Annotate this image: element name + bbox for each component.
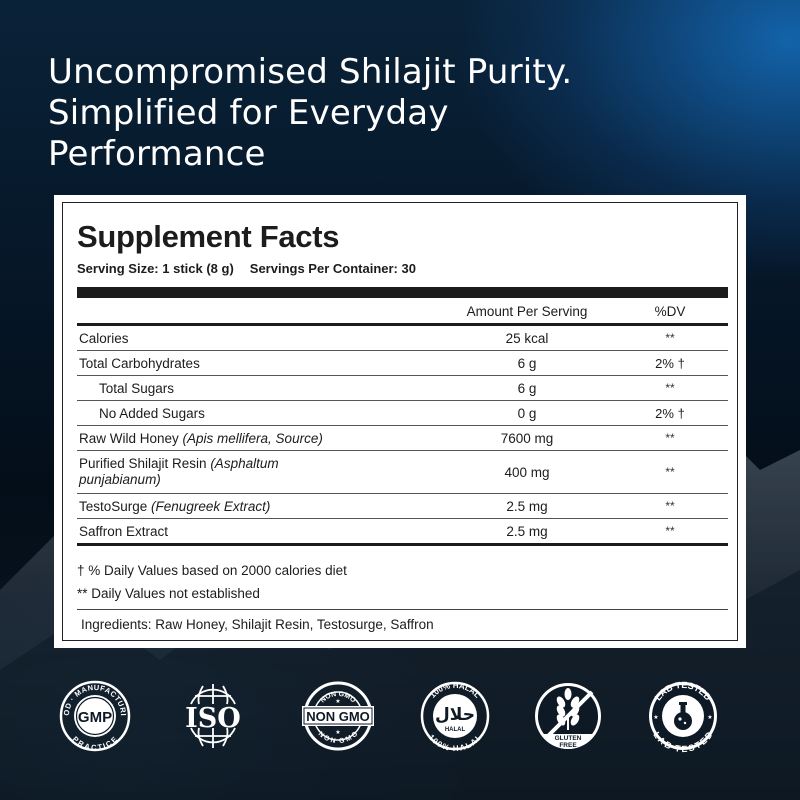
header-amount: Amount Per Serving <box>466 303 588 319</box>
row-name: Raw Wild Honey <box>79 430 183 446</box>
svg-text:FREE: FREE <box>559 742 577 749</box>
row-amount: 6 g <box>517 355 537 371</box>
svg-text:HALAL: HALAL <box>445 727 466 733</box>
headline: Uncompromised Shilajit Purity. Simplifie… <box>48 52 688 175</box>
table-row: TestoSurge (Fenugreek Extract) 2.5 mg ** <box>77 494 728 519</box>
facts-table: Amount Per Serving %DV Calories 25 kcal … <box>77 299 728 546</box>
certification-badges: GMP GOOD · MANUFACTURING PRACTICE ISO <box>0 676 800 756</box>
row-latin: (Fenugreek Extract) <box>151 498 271 514</box>
row-amount: 6 g <box>517 380 537 396</box>
serving-info: Serving Size: 1 stick (8 g) Servings Per … <box>77 261 416 276</box>
serving-size: Serving Size: 1 stick (8 g) <box>77 261 234 276</box>
row-dv: 2% † <box>655 405 685 421</box>
svg-text:★: ★ <box>707 714 712 721</box>
row-name: Saffron Extract <box>79 523 169 539</box>
header-dv: %DV <box>654 303 686 319</box>
row-amount: 0 g <box>517 405 537 421</box>
ingredients-list: Ingredients: Raw Honey, Shilajit Resin, … <box>81 617 434 633</box>
table-row: Total Carbohydrates 6 g 2% † <box>77 351 728 376</box>
row-latin: (Apis mellifera, Source) <box>182 430 323 446</box>
row-dv: ** <box>665 499 675 513</box>
row-dv: ** <box>665 465 675 479</box>
divider-thick <box>77 287 728 298</box>
row-dv: ** <box>665 331 675 345</box>
table-row: Raw Wild Honey (Apis mellifera, Source) … <box>77 426 728 451</box>
svg-text:ISO: ISO <box>185 703 241 734</box>
footnotes: † % Daily Values based on 2000 calories … <box>77 559 728 640</box>
row-dv: ** <box>665 431 675 445</box>
row-dv: ** <box>665 381 675 395</box>
row-amount: 2.5 mg <box>506 523 548 539</box>
table-row: No Added Sugars 0 g 2% † <box>77 401 728 426</box>
table-row: Total Sugars 6 g ** <box>77 376 728 401</box>
lab-tested-badge-icon: LAB TESTED LAB TESTED ★ ★ <box>643 676 723 756</box>
headline-line-2: Simplified for Everyday <box>48 93 449 133</box>
row-amount: 25 kcal <box>505 330 549 346</box>
facts-title: Supplement Facts <box>77 219 340 254</box>
table-row: Calories 25 kcal ** <box>77 326 728 351</box>
svg-text:★: ★ <box>653 714 658 721</box>
row-amount: 7600 mg <box>500 430 554 446</box>
table-header: Amount Per Serving %DV <box>77 299 728 326</box>
gmp-badge-icon: GMP GOOD · MANUFACTURING PRACTICE <box>55 676 135 756</box>
iso-badge-icon: ISO <box>173 676 253 756</box>
svg-text:حلال: حلال <box>435 705 475 725</box>
svg-text:PRACTICE: PRACTICE <box>71 735 120 753</box>
table-row: Saffron Extract 2.5 mg ** <box>77 519 728 546</box>
row-name: Calories <box>79 330 129 346</box>
row-dv: ** <box>665 524 675 538</box>
headline-line-1: Uncompromised Shilajit Purity. <box>48 52 573 92</box>
svg-text:NON GMO: NON GMO <box>306 709 370 724</box>
servings-per-container: Servings Per Container: 30 <box>249 261 416 276</box>
row-latin: (Asphaltum punjabianum) <box>79 456 279 487</box>
gluten-free-badge-icon: GLUTEN FREE <box>528 676 608 756</box>
svg-text:GMP: GMP <box>78 709 112 726</box>
table-row: Purified Shilajit Resin (Asphaltum punja… <box>77 451 728 494</box>
row-name: TestoSurge <box>79 498 152 514</box>
footnote-asterisk: ** Daily Values not established <box>77 586 260 601</box>
row-dv: 2% † <box>655 355 685 371</box>
footnote-dagger: † % Daily Values based on 2000 calories … <box>77 563 347 578</box>
row-name: Purified Shilajit Resin <box>79 456 211 471</box>
row-name: Total Carbohydrates <box>79 355 200 371</box>
halal-badge-icon: 100% HALAL 100% HALAL حلال HALAL <box>415 676 495 756</box>
non-gmo-badge-icon: NON GMO NON GMO NON GMO ★ ★ <box>298 676 378 756</box>
supplement-facts-panel: Supplement Facts Serving Size: 1 stick (… <box>54 195 746 648</box>
row-amount: 2.5 mg <box>506 498 548 514</box>
row-name: Total Sugars <box>99 380 175 396</box>
supplement-facts-frame: Supplement Facts Serving Size: 1 stick (… <box>62 202 738 641</box>
svg-text:★: ★ <box>335 729 340 736</box>
row-amount: 400 mg <box>504 464 550 480</box>
svg-text:★: ★ <box>335 698 340 705</box>
headline-line-3: Performance <box>48 134 266 174</box>
row-name: No Added Sugars <box>99 405 205 421</box>
divider-thin <box>77 609 728 611</box>
svg-text:GLUTEN: GLUTEN <box>555 735 582 742</box>
